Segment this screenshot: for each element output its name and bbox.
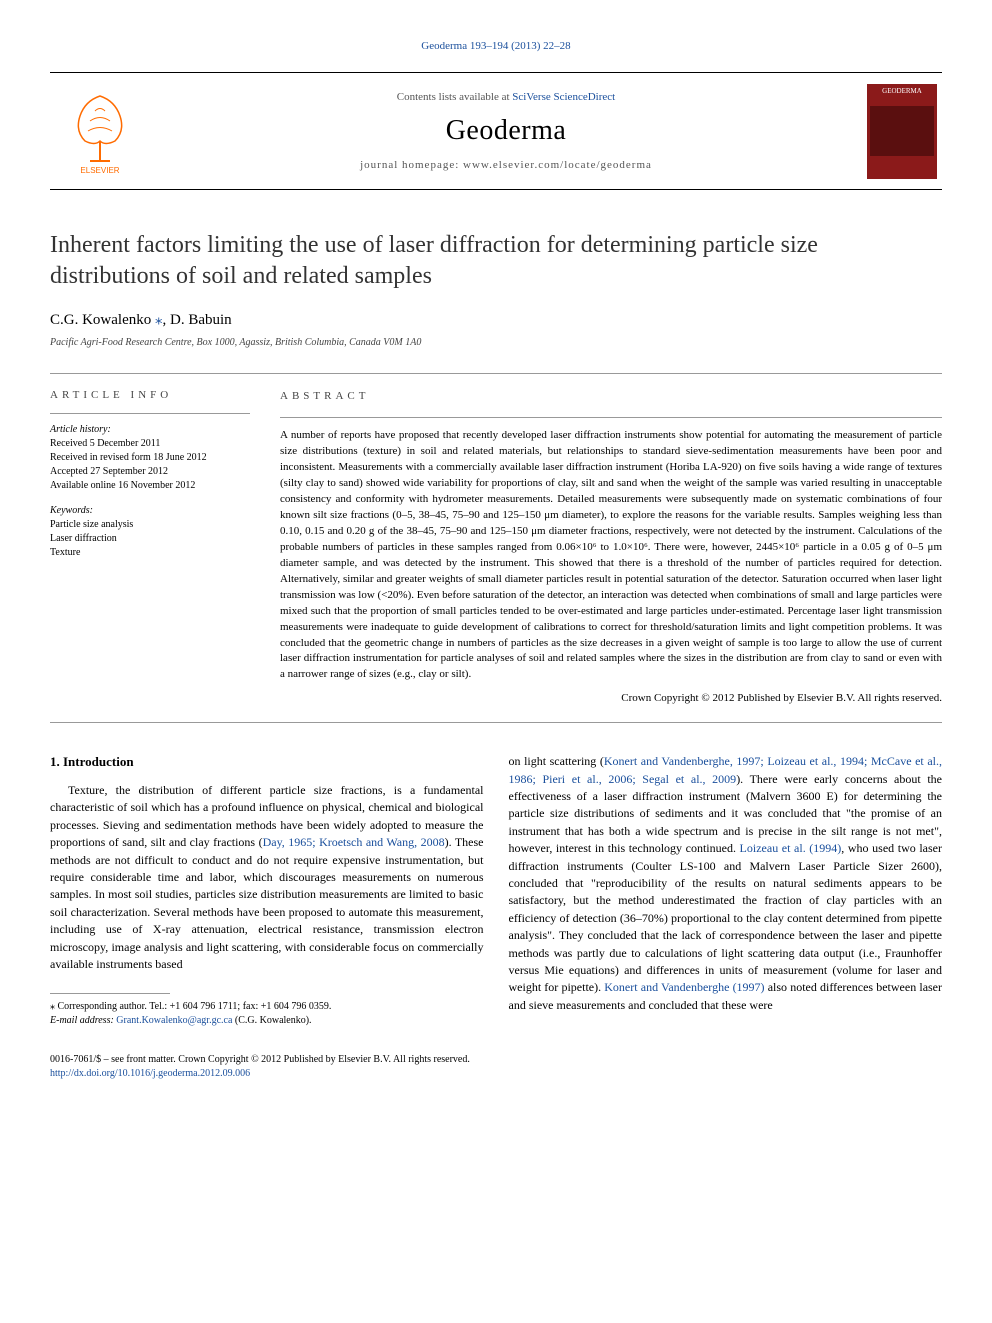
cover-title: GEODERMA [870, 87, 934, 95]
cover-image-area [870, 106, 934, 156]
cite-day1965[interactable]: Day, 1965; Kroetsch and Wang, 2008 [263, 835, 445, 849]
online-date: Available online 16 November 2012 [50, 479, 250, 493]
info-divider [50, 413, 250, 414]
author-1: C.G. Kowalenko [50, 312, 151, 328]
corr-author-info: ⁎ Corresponding author. Tel.: +1 604 796… [50, 1000, 484, 1014]
contents-line: Contents lists available at SciVerse Sci… [150, 91, 862, 103]
contents-prefix: Contents lists available at [397, 91, 512, 103]
corresponding-mark[interactable]: ⁎ [155, 312, 163, 328]
cite-loizeau1994[interactable]: Loizeau et al. (1994) [740, 841, 842, 855]
elsevier-tree-logo: ELSEVIER [60, 86, 140, 176]
keywords-block: Keywords: Particle size analysis Laser d… [50, 505, 250, 560]
abstract-column: abstract A number of reports have propos… [280, 389, 942, 707]
abstract-divider [280, 417, 942, 418]
revised-date: Received in revised form 18 June 2012 [50, 451, 250, 465]
homepage-line: journal homepage: www.elsevier.com/locat… [150, 159, 862, 171]
citation-link[interactable]: Geoderma 193–194 (2013) 22–28 [421, 40, 570, 52]
intro-text-1b: ). These methods are not difficult to co… [50, 835, 484, 971]
masthead: ELSEVIER Contents lists available at Sci… [50, 72, 942, 190]
abstract-text: A number of reports have proposed that r… [280, 428, 942, 683]
email-suffix: (C.G. Kowalenko). [232, 1015, 311, 1026]
email-link[interactable]: Grant.Kowalenko@agr.gc.ca [116, 1015, 232, 1026]
journal-cover-container: GEODERMA [862, 81, 942, 181]
sciencedirect-link[interactable]: SciVerse ScienceDirect [512, 91, 615, 103]
homepage-label: journal homepage: [360, 159, 463, 171]
svg-text:ELSEVIER: ELSEVIER [80, 166, 119, 175]
article-info-column: article info Article history: Received 5… [50, 389, 250, 707]
body-column-right: on light scattering ( Konert and Vandenbe… [509, 753, 943, 1028]
meta-abstract-row: article info Article history: Received 5… [50, 373, 942, 723]
accepted-date: Accepted 27 September 2012 [50, 465, 250, 479]
abstract-label: abstract [280, 389, 942, 405]
section-1-heading: 1. Introduction [50, 753, 484, 772]
intro-paragraph-1: Texture, the distribution of different p… [50, 782, 484, 973]
author-list: C.G. Kowalenko ⁎, D. Babuin [50, 310, 942, 329]
body-column-left: 1. Introduction Texture, the distributio… [50, 753, 484, 1028]
received-date: Received 5 December 2011 [50, 437, 250, 451]
abstract-copyright: Crown Copyright © 2012 Published by Else… [280, 691, 942, 707]
email-label: E-mail address: [50, 1015, 116, 1026]
masthead-center: Contents lists available at SciVerse Sci… [150, 91, 862, 171]
affiliation: Pacific Agri-Food Research Centre, Box 1… [50, 337, 942, 348]
journal-name: Geoderma [150, 115, 862, 147]
corresponding-footnote: ⁎ Corresponding author. Tel.: +1 604 796… [50, 1000, 484, 1028]
history-label: Article history: [50, 424, 250, 435]
footnote-separator [50, 993, 170, 994]
email-line: E-mail address: Grant.Kowalenko@agr.gc.c… [50, 1014, 484, 1028]
body-columns: 1. Introduction Texture, the distributio… [50, 753, 942, 1028]
col2-text-a: on light scattering ( [509, 754, 604, 768]
header-citation: Geoderma 193–194 (2013) 22–28 [50, 40, 942, 72]
article-info-label: article info [50, 389, 250, 401]
keyword-3: Texture [50, 546, 250, 560]
cover-bottom [870, 168, 934, 176]
homepage-url: www.elsevier.com/locate/geoderma [463, 159, 652, 171]
col2-text-c: , who used two laser diffraction instrum… [509, 841, 943, 994]
intro-paragraph-1-cont: on light scattering ( Konert and Vandenbe… [509, 753, 943, 1014]
keywords-label: Keywords: [50, 505, 250, 516]
keyword-2: Laser diffraction [50, 532, 250, 546]
author-2: , D. Babuin [163, 312, 232, 328]
publisher-logo-container: ELSEVIER [50, 81, 150, 181]
doi-link[interactable]: http://dx.doi.org/10.1016/j.geoderma.201… [50, 1068, 250, 1079]
front-matter-line: 0016-7061/$ – see front matter. Crown Co… [50, 1053, 942, 1067]
keyword-1: Particle size analysis [50, 518, 250, 532]
bottom-matter: 0016-7061/$ – see front matter. Crown Co… [50, 1053, 942, 1081]
journal-cover-thumb: GEODERMA [867, 84, 937, 179]
cite-konert1997[interactable]: Konert and Vandenberghe (1997) [604, 980, 764, 994]
history-block: Article history: Received 5 December 201… [50, 424, 250, 493]
article-title: Inherent factors limiting the use of las… [50, 230, 942, 292]
